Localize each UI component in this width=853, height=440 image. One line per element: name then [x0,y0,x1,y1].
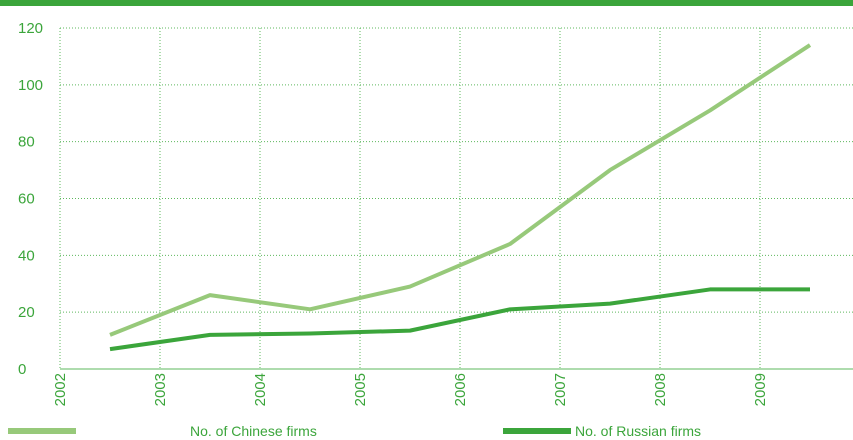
x-tick-label: 2008 [652,373,669,406]
series-lines [109,43,812,352]
x-tick-label: 2007 [552,373,569,406]
x-tick-label: 2003 [152,373,169,406]
grid-lines [59,27,853,369]
y-tick-label: 0 [18,361,26,378]
series-line-0 [109,43,812,337]
y-tick-label: 20 [18,304,35,321]
legend-label-1: No. of Russian firms [575,423,701,439]
x-tick-label: 2009 [752,373,769,406]
x-tick-labels: 200220032004200520062007200820092010 [52,373,853,406]
legend: No. of Chinese firms No. of Russian firms [8,423,701,439]
y-tick-label: 100 [18,77,43,94]
x-tick-label: 2006 [452,373,469,406]
y-tick-label: 40 [18,247,35,264]
y-tick-label: 120 [18,20,43,37]
y-tick-label: 80 [18,134,35,151]
x-tick-label: 2004 [252,373,269,406]
top-accent-bar [0,0,853,6]
axes [59,28,853,370]
y-tick-label: 60 [18,191,35,208]
legend-label-0: No. of Chinese firms [190,423,317,439]
x-tick-label: 2002 [52,373,69,406]
x-tick-label: 2005 [352,373,369,406]
y-tick-labels: 0 20 40 60 80 100 120 [18,20,43,378]
series-line-1 [109,287,810,352]
